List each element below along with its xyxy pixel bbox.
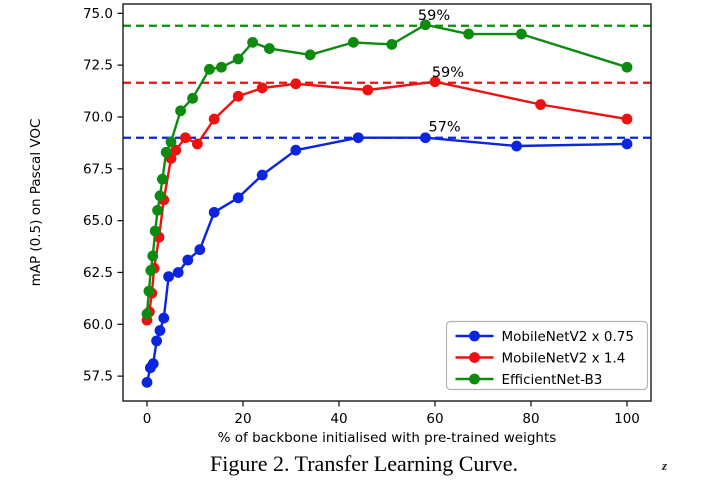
y-tick-label: 62.5 [83,265,113,281]
data-point-MobileNetV2 x 0.75 [163,271,175,283]
data-point-EfficientNet-B3 [165,136,177,148]
y-tick-label: 65.0 [83,213,113,229]
data-point-MobileNetV2 x 0.75 [232,192,244,204]
data-point-EfficientNet-B3 [216,61,227,73]
figure-caption: Figure 2. Transfer Learning Curve. [210,451,518,476]
y-tick-label: 67.5 [83,161,113,177]
legend-box [445,320,649,391]
data-point-EfficientNet-B3 [386,39,398,50]
y-tick-label: 70.0 [83,109,113,125]
data-point-EfficientNet-B3 [152,204,163,216]
data-point-MobileNetV2 x 0.75 [151,335,163,347]
data-point-EfficientNet-B3 [145,264,157,276]
data-point-MobileNetV2 x 1.4 [256,82,268,94]
x-tick-label: 40 [330,411,347,427]
data-point-MobileNetV2 x 0.75 [290,144,302,156]
data-point-MobileNetV2 x 1.4 [170,144,182,156]
data-point-EfficientNet-B3 [516,28,527,40]
data-point-MobileNetV2 x 1.4 [180,132,191,144]
scan-artifact-glyph: z [662,458,668,473]
y-tick-label: 57.5 [83,369,113,385]
legend-marker-dot [469,373,480,385]
data-point-MobileNetV2 x 0.75 [194,244,206,256]
data-point-MobileNetV2 x 1.4 [535,99,546,110]
data-point-EfficientNet-B3 [154,190,166,202]
data-point-MobileNetV2 x 0.75 [141,376,153,388]
data-point-EfficientNet-B3 [187,92,199,104]
data-point-MobileNetV2 x 0.75 [208,206,220,218]
data-point-MobileNetV2 x 0.75 [256,169,268,181]
y-tick-label: 75.0 [83,6,113,22]
reference-label-0: 59% [418,8,450,24]
data-point-EfficientNet-B3 [621,61,633,73]
legend-label-0: MobileNetV2 x 0.75 [502,329,634,345]
transfer-learning-chart: 59% 59% 57% 0 20 40 60 80 100 57.5 60.0 62.5 65.0 67.… [28,3,652,446]
data-point-EfficientNet-B3 [247,36,258,48]
data-point-MobileNetV2 x 1.4 [621,113,633,125]
data-point-EfficientNet-B3 [204,63,215,75]
y-tick-label: 72.5 [83,58,113,74]
reference-label-1: 59% [432,65,464,81]
y-tick-label: 60.0 [83,317,113,333]
data-point-EfficientNet-B3 [232,53,244,65]
y-axis-label: mAP (0.5) on Pascal VOC [28,119,44,287]
x-axis-label: % of backbone initialised with pre-train… [218,430,557,446]
x-tick-label: 100 [614,411,640,427]
data-point-MobileNetV2 x 1.4 [192,138,203,150]
data-point-MobileNetV2 x 0.75 [147,358,159,370]
data-point-EfficientNet-B3 [463,28,474,40]
data-point-EfficientNet-B3 [149,225,161,237]
data-point-EfficientNet-B3 [160,146,172,158]
data-point-EfficientNet-B3 [264,43,275,54]
data-point-MobileNetV2 x 0.75 [352,132,364,144]
data-point-MobileNetV2 x 1.4 [232,90,244,102]
data-point-MobileNetV2 x 0.75 [172,267,184,278]
data-point-MobileNetV2 x 0.75 [182,254,194,266]
data-point-MobileNetV2 x 1.4 [208,113,220,125]
data-point-EfficientNet-B3 [156,173,168,185]
data-point-MobileNetV2 x 0.75 [420,132,431,144]
plot-border [122,3,652,402]
legend-marker-dot [469,352,480,363]
data-point-MobileNetV2 x 1.4 [290,78,302,90]
legend-label-2: EfficientNet-B3 [502,372,603,388]
data-point-EfficientNet-B3 [147,250,159,262]
data-point-EfficientNet-B3 [143,285,155,297]
x-tick-label: 0 [143,411,152,427]
data-point-MobileNetV2 x 0.75 [511,140,522,152]
data-point-MobileNetV2 x 1.4 [362,84,374,96]
x-tick-label: 80 [522,411,539,427]
data-point-EfficientNet-B3 [420,19,431,31]
x-tick-label: 20 [234,411,251,427]
data-point-EfficientNet-B3 [141,308,153,320]
data-point-EfficientNet-B3 [304,49,316,61]
data-point-MobileNetV2 x 0.75 [621,138,633,150]
data-point-MobileNetV2 x 1.4 [429,76,441,88]
data-point-MobileNetV2 x 0.75 [158,312,170,324]
data-point-EfficientNet-B3 [175,105,187,117]
data-point-MobileNetV2 x 0.75 [154,325,166,336]
reference-label-2: 57% [428,120,460,136]
legend-marker-dot [469,330,480,342]
data-point-EfficientNet-B3 [348,36,359,48]
x-tick-label: 60 [426,411,443,427]
legend-label-1: MobileNetV2 x 1.4 [502,350,626,366]
